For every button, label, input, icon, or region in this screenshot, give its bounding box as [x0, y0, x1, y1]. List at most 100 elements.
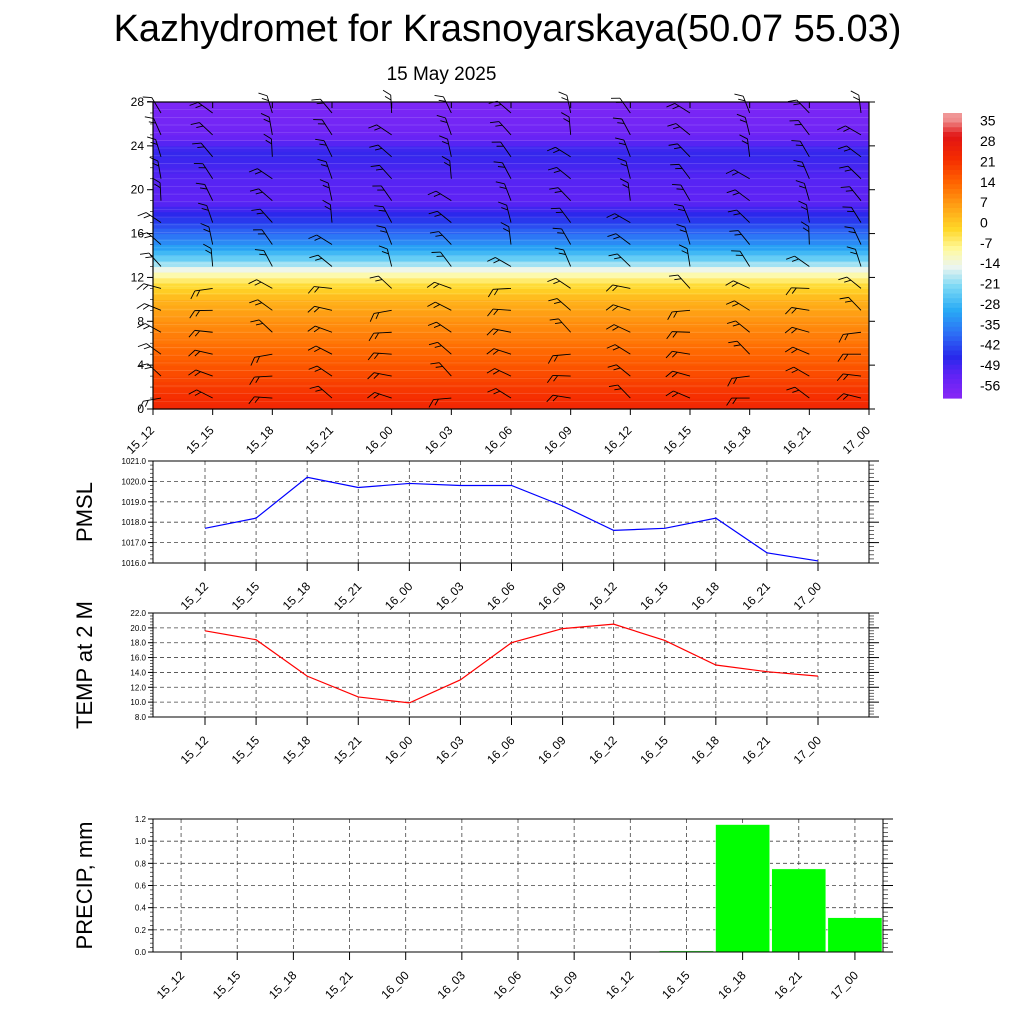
wind-barb	[373, 372, 392, 377]
heatmap-band	[153, 299, 869, 306]
heatmap-band	[153, 156, 869, 163]
wind-barb-flag	[837, 125, 846, 131]
wind-barb	[433, 397, 452, 401]
wind-barb-flag	[378, 209, 386, 212]
wind-barb-flag	[563, 118, 570, 123]
wind-barb	[495, 257, 512, 267]
wind-barb	[556, 298, 571, 311]
wind-barb-flag	[612, 285, 618, 292]
wind-barb	[316, 365, 333, 377]
wind-barb	[616, 364, 631, 377]
colorbar-segment	[943, 170, 962, 176]
wind-barb	[794, 255, 810, 267]
heatmap-band	[153, 123, 869, 131]
wind-barb	[493, 348, 512, 355]
colorbar-segment	[943, 350, 962, 356]
wind-barb	[256, 279, 273, 289]
wind-barb	[447, 139, 452, 157]
wind-barb	[493, 328, 512, 333]
wind-barb-flag	[784, 346, 794, 353]
wind-barb-flag	[307, 345, 317, 351]
wind-barb	[733, 169, 750, 180]
colorbar-segment	[943, 113, 962, 119]
wind-barb-flag	[434, 345, 442, 348]
y-tick-label: 8.0	[135, 713, 147, 722]
colorbar-segment	[943, 184, 962, 190]
wind-barb	[808, 226, 810, 245]
heatmap-band	[153, 162, 869, 169]
wind-barb-flag	[188, 349, 196, 357]
wind-barb-flag	[677, 208, 686, 212]
wind-barb-flag	[369, 313, 375, 322]
wind-barb-flag	[733, 213, 741, 216]
temp-2m-panel: 8.0 10.0 12.0 14.0 16.0 18.0 20.0 22.0 TEMP at 2…	[72, 601, 879, 729]
wind-barb-flag	[139, 252, 150, 255]
wind-barb-flag	[738, 98, 746, 102]
wind-barb-flag	[307, 305, 315, 313]
wind-barb-flag	[430, 362, 440, 365]
wind-barb-flag	[732, 397, 738, 405]
wind-barb-flag	[622, 184, 629, 189]
colorbar-segment	[943, 307, 962, 314]
wind-barb-flag	[190, 290, 196, 300]
wind-barb	[373, 309, 392, 314]
wind-barb-flag	[679, 229, 687, 233]
heatmap-band	[153, 112, 869, 120]
wind-barb-flag	[733, 377, 738, 385]
wind-barb	[846, 276, 862, 289]
wind-barb	[329, 204, 333, 223]
wind-barb	[613, 304, 631, 311]
x-tick-label: 16_00	[378, 968, 412, 1002]
wind-barb	[386, 248, 393, 267]
wind-barb-flag	[434, 213, 442, 217]
heatmap-band	[153, 178, 869, 185]
wind-barb	[744, 117, 751, 136]
heatmap-band	[153, 184, 869, 191]
wind-barb-flag	[498, 201, 507, 206]
wind-barb-flag	[440, 120, 448, 124]
x-tick-label: 16_21	[740, 579, 774, 613]
colorbar-segment	[943, 179, 962, 185]
wind-barb-flag	[852, 96, 860, 101]
heatmap-band	[153, 398, 869, 405]
colorbar-segment	[943, 146, 962, 152]
wind-barb-flag	[844, 226, 854, 229]
y-tick-label: 24	[131, 139, 145, 153]
wind-barb-flag	[254, 171, 262, 175]
wind-barb-flag	[435, 366, 443, 368]
colorbar-segment	[943, 393, 962, 399]
wind-barb-flag	[378, 245, 388, 250]
colorbar-segment	[943, 165, 962, 171]
wind-barb	[556, 167, 571, 180]
wind-barb-flag	[836, 373, 844, 381]
x-tick-label: 16_06	[484, 579, 518, 613]
heatmap-band	[153, 140, 869, 147]
colorbar-label: -56	[980, 377, 1000, 393]
wind-barb-flag	[373, 373, 380, 379]
x-tick-label: 15_21	[331, 579, 365, 613]
wind-barb	[210, 248, 214, 267]
wind-barb-flag	[144, 366, 152, 370]
wind-barb	[502, 162, 512, 179]
y-tick-label: 12	[131, 270, 145, 284]
chart-title: Kazhydromet for Krasnoyarskaya(50.07 55.…	[113, 8, 902, 50]
x-tick-label: 16_21	[771, 968, 805, 1002]
wind-barb-flag	[667, 311, 673, 320]
colorbar-segment	[943, 274, 962, 280]
wind-barb-flag	[617, 157, 627, 162]
y-tick-label: 8	[137, 314, 144, 328]
x-tick-label: 16_18	[720, 423, 754, 457]
wind-barb	[143, 397, 162, 402]
wind-barb	[494, 368, 512, 377]
wind-barb-flag	[733, 344, 741, 347]
x-tick-label: 15_15	[229, 733, 263, 767]
wind-barb-flag	[844, 279, 852, 283]
heatmap-band	[153, 293, 869, 300]
wind-barb	[736, 209, 750, 223]
wind-barb-flag	[143, 346, 151, 350]
y-tick-label: 1016.0	[122, 559, 147, 568]
wind-barb-flag	[384, 95, 392, 101]
wind-barb	[799, 141, 810, 158]
wind-barb-flag	[674, 203, 684, 207]
heatmap-band	[153, 343, 869, 350]
